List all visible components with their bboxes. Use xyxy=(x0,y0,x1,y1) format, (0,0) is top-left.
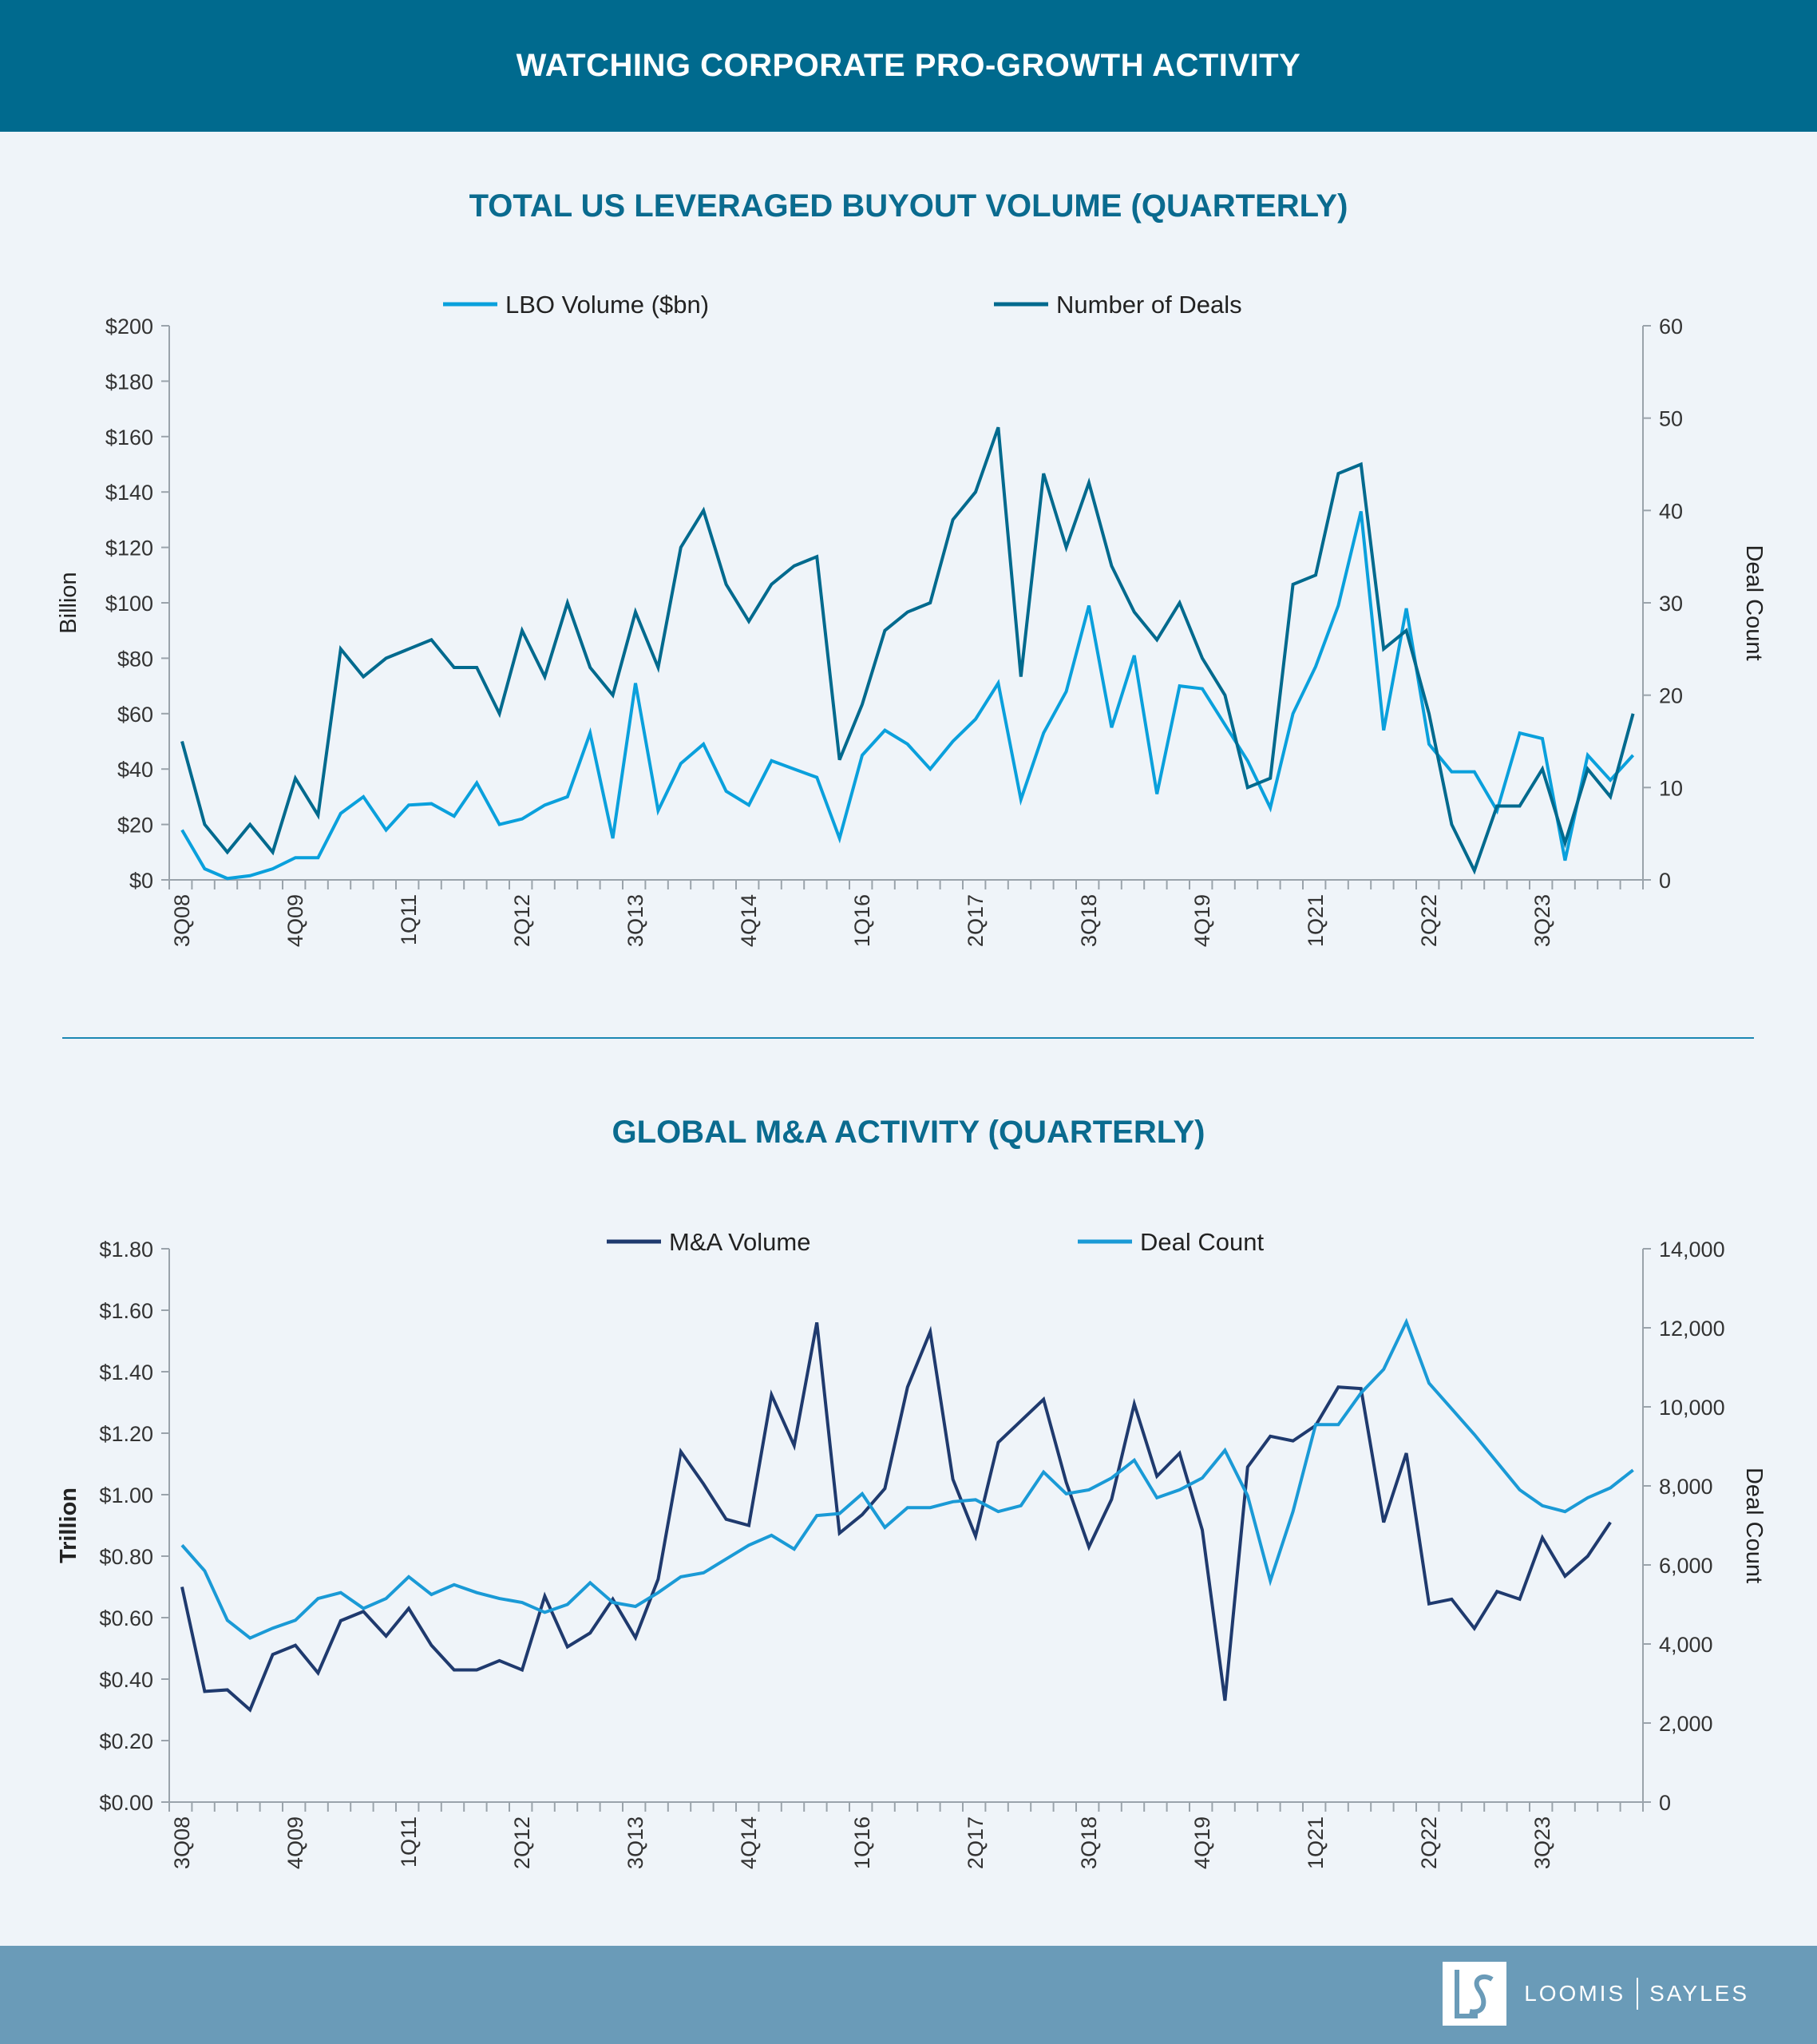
ma-chart: $0.00 $0.20 $0.40 $0.60 $0.80 $1.00 $1.20 $1.40… xyxy=(56,1228,1767,1869)
x-tick-label: 3Q13 xyxy=(623,1816,647,1869)
x-tick-label: 3Q23 xyxy=(1530,1816,1554,1869)
y-tick-label: $0 xyxy=(129,869,153,893)
logo-divider xyxy=(1637,1978,1639,2010)
x-tick-label: 3Q23 xyxy=(1530,894,1554,947)
x-tick-label: 2Q12 xyxy=(510,894,534,947)
logo-text-loomis: LOOMIS xyxy=(1524,1981,1626,2006)
x-tick-label: 3Q08 xyxy=(170,894,194,947)
x-tick-label: 2Q12 xyxy=(510,1816,534,1869)
x-tick-label: 1Q11 xyxy=(397,894,421,945)
x-tick-label: 1Q21 xyxy=(1304,1816,1328,1869)
y-axis-title: Trillion xyxy=(56,1487,81,1563)
x-tick-label: 4Q09 xyxy=(283,1816,307,1869)
y2-tick-label: 20 xyxy=(1659,684,1683,708)
y-tick-label: $0.40 xyxy=(99,1668,153,1692)
x-tick-label: 1Q21 xyxy=(1304,894,1328,947)
y2-tick-label: 8,000 xyxy=(1659,1475,1713,1499)
y-tick-label: $0.60 xyxy=(99,1606,153,1630)
chart-title-lbo: TOTAL US LEVERAGED BUYOUT VOLUME (QUARTE… xyxy=(469,188,1348,224)
footer: LOOMIS SAYLES xyxy=(0,1946,1817,2044)
x-tick-label: 2Q17 xyxy=(964,894,988,947)
y2-tick-label: 30 xyxy=(1659,592,1683,616)
x-tick-label: 2Q17 xyxy=(964,1816,988,1869)
y-tick-label: $140 xyxy=(105,481,153,505)
y-tick-label: $180 xyxy=(105,370,153,394)
legend-label: LBO Volume ($bn) xyxy=(505,291,709,319)
y-tick-label: $1.00 xyxy=(99,1483,153,1507)
y-tick-label: $20 xyxy=(117,814,153,838)
x-tick-label: 1Q16 xyxy=(850,1816,874,1869)
y-tick-label: $1.20 xyxy=(99,1422,153,1446)
y2-tick-label: 50 xyxy=(1659,407,1683,431)
y-tick-label: $1.40 xyxy=(99,1361,153,1384)
x-tick-label: 1Q16 xyxy=(850,894,874,947)
x-tick-label: 4Q19 xyxy=(1190,1816,1214,1869)
page-header: WATCHING CORPORATE PRO-GROWTH ACTIVITY xyxy=(0,0,1817,132)
x-tick-label: 3Q08 xyxy=(170,1816,194,1869)
legend-label: Deal Count xyxy=(1140,1228,1264,1256)
y-tick-label: $60 xyxy=(117,703,153,727)
y-tick-label: $0.00 xyxy=(99,1791,153,1815)
x-tick-label: 4Q09 xyxy=(283,894,307,947)
lbo-chart: $0 $20 $40 $60 $80 $100 $120 $140 $160 $180 $200 0 1… xyxy=(56,291,1767,947)
y-tick-label: $1.60 xyxy=(99,1299,153,1323)
series-line-deal-count xyxy=(180,1317,1634,1640)
y2-tick-label: 6,000 xyxy=(1659,1554,1713,1578)
logo-text-sayles: SAYLES xyxy=(1649,1981,1749,2006)
y2-tick-label: 40 xyxy=(1659,499,1683,523)
y2-tick-label: 10,000 xyxy=(1659,1396,1725,1420)
y-tick-label: $120 xyxy=(105,537,153,561)
y-tick-label: $100 xyxy=(105,592,153,616)
y2-tick-label: 0 xyxy=(1659,869,1671,893)
y2-axis-title: Deal Count xyxy=(1741,1468,1767,1583)
y-tick-label: $40 xyxy=(117,758,153,782)
y-tick-label: $0.20 xyxy=(99,1729,153,1753)
series-line-m-a-volume xyxy=(180,1322,1612,1713)
section-divider xyxy=(62,1037,1754,1039)
y-tick-label: $0.80 xyxy=(99,1545,153,1569)
y2-tick-label: 12,000 xyxy=(1659,1317,1725,1341)
y2-tick-label: 0 xyxy=(1659,1791,1671,1815)
x-tick-label: 2Q22 xyxy=(1417,1816,1441,1869)
y2-tick-label: 10 xyxy=(1659,776,1683,800)
page-title: WATCHING CORPORATE PRO-GROWTH ACTIVITY xyxy=(516,48,1301,83)
y-tick-label: $160 xyxy=(105,426,153,450)
y-tick-label: $80 xyxy=(117,647,153,671)
chart-title-ma: GLOBAL M&A ACTIVITY (QUARTERLY) xyxy=(612,1115,1205,1150)
x-tick-label: 3Q13 xyxy=(623,894,647,947)
loomis-sayles-logo: LOOMIS SAYLES xyxy=(1443,1962,1749,2026)
y2-tick-label: 14,000 xyxy=(1659,1238,1725,1262)
x-tick-label: 1Q11 xyxy=(397,1816,421,1868)
y2-tick-label: 2,000 xyxy=(1659,1712,1713,1736)
logo-mark-icon xyxy=(1443,1962,1507,2026)
y-tick-label: $1.80 xyxy=(99,1238,153,1262)
y-tick-label: $200 xyxy=(105,315,153,339)
x-tick-label: 3Q18 xyxy=(1077,1816,1101,1869)
x-tick-label: 2Q22 xyxy=(1417,894,1441,947)
y2-tick-label: 4,000 xyxy=(1659,1633,1713,1657)
y-axis-title: Billion xyxy=(56,572,81,633)
legend-label: M&A Volume xyxy=(669,1228,810,1256)
legend-label: Number of Deals xyxy=(1056,291,1242,319)
y2-axis-title: Deal Count xyxy=(1741,545,1767,660)
x-tick-label: 4Q19 xyxy=(1190,894,1214,947)
x-tick-label: 4Q14 xyxy=(737,894,761,947)
x-tick-label: 4Q14 xyxy=(737,1816,761,1869)
y2-tick-label: 60 xyxy=(1659,315,1683,339)
x-tick-label: 3Q18 xyxy=(1077,894,1101,947)
